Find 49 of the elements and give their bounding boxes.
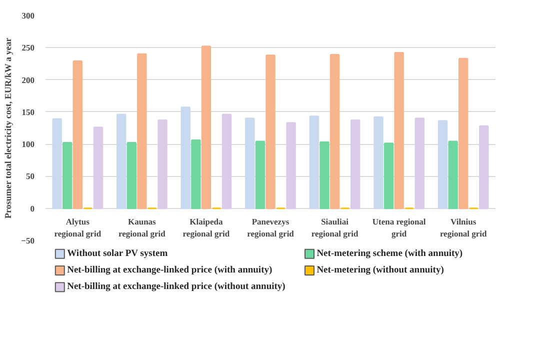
bar	[201, 46, 212, 210]
x-tick-label: Utena regional grid	[372, 216, 426, 238]
x-tick-label: Panevezys regional grid	[247, 216, 294, 238]
y-tick-label: 100	[22, 139, 34, 150]
y-tick-label: 250	[22, 42, 34, 53]
bar	[350, 120, 360, 210]
y-tick-label: 150	[22, 106, 34, 117]
y-tick-label: 200	[22, 74, 34, 85]
bar	[245, 118, 255, 210]
y-tick-label: 50	[26, 171, 34, 182]
bar	[255, 140, 266, 210]
bar	[191, 139, 201, 210]
bar	[180, 106, 191, 210]
bar	[479, 125, 489, 210]
bar	[309, 116, 320, 210]
bar	[414, 118, 425, 210]
x-tick-label: Alytus regional grid	[54, 216, 102, 238]
bar	[374, 116, 384, 210]
bar	[438, 120, 448, 210]
x-tick-label: Klaipeda regional grid	[182, 216, 230, 238]
y-tick-label: −50	[21, 236, 34, 246]
y-axis-title: Prosumer total electricity cost, EUR/kW a year	[3, 38, 14, 219]
x-tick-label: Kaunas regional grid	[118, 216, 166, 238]
legend-label: Net-billing at exchange-linked price (without annuity)	[67, 282, 286, 292]
bar	[72, 60, 83, 210]
bar	[458, 58, 468, 210]
legend-label: Net-billing at exchange-linked price (with annuity)	[67, 266, 272, 276]
legend-label: Without solar PV system	[67, 248, 168, 259]
x-tick-label: Siauliai regional grid	[311, 216, 358, 238]
bar	[126, 142, 137, 210]
bar	[93, 126, 104, 210]
bar	[52, 118, 62, 210]
bar	[448, 140, 458, 210]
bar	[286, 122, 296, 210]
y-tick-label: 300	[22, 10, 34, 20]
bar	[384, 142, 394, 210]
bar	[137, 53, 147, 210]
y-tick-label: 0	[30, 203, 34, 214]
bar	[62, 142, 72, 210]
bar	[330, 54, 340, 210]
bar	[222, 114, 232, 210]
legend-label: Net-metering (without annuity)	[316, 266, 444, 276]
bar	[116, 114, 126, 210]
bar	[320, 141, 330, 210]
legend-label: Net-metering scheme (with annuity)	[316, 248, 463, 259]
x-tick-label: Vilnius regional grid	[440, 216, 488, 238]
bar	[266, 54, 276, 210]
bar	[394, 52, 404, 210]
bar	[158, 120, 168, 210]
